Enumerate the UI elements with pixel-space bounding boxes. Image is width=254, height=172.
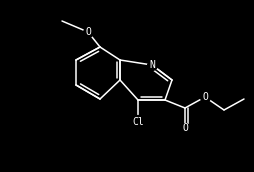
Text: O: O	[85, 27, 91, 37]
Text: N: N	[149, 60, 154, 70]
Text: O: O	[181, 123, 187, 133]
Text: Cl: Cl	[132, 117, 143, 127]
Text: O: O	[201, 92, 207, 102]
